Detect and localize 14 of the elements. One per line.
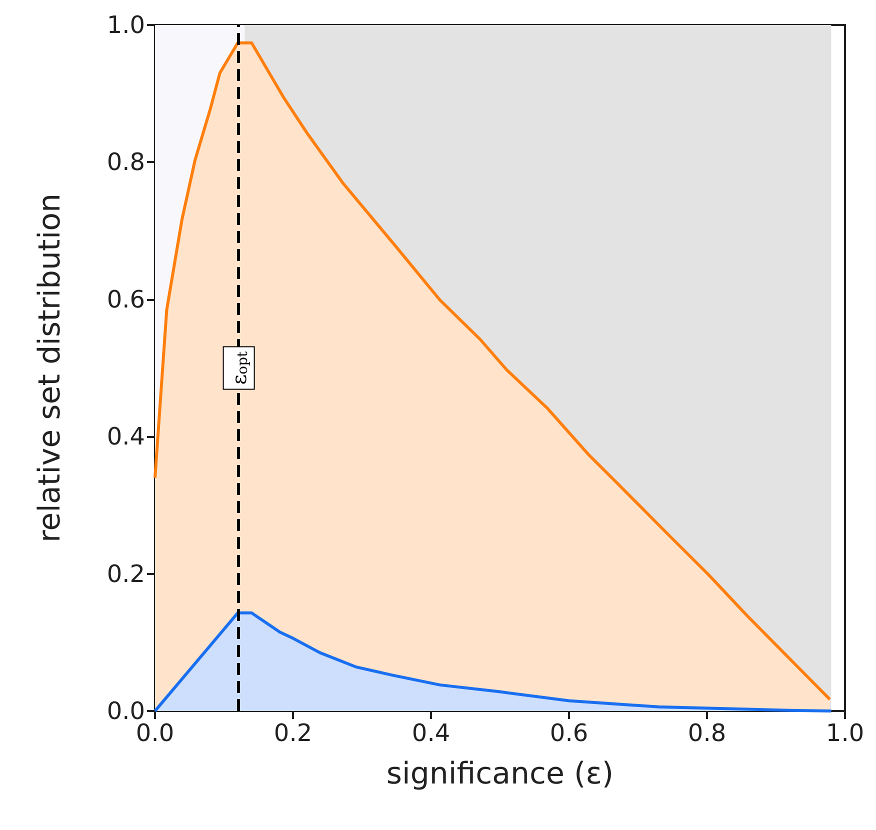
x-tick-label: 0.8	[688, 719, 726, 747]
ref-line-label: εopt	[226, 350, 251, 385]
y-tick-label: 0.4	[106, 422, 145, 451]
x-axis-title: significance (ε)	[386, 756, 614, 792]
x-tick-label: 0.2	[274, 719, 312, 747]
x-tick-label: 1.0	[826, 719, 864, 747]
y-tick-label: 1.0	[106, 11, 145, 39]
y-axis-title: relative set distribution	[32, 193, 68, 543]
y-tick-label: 0.2	[106, 560, 145, 588]
x-tick-label: 0.4	[412, 719, 450, 747]
y-tick-label: 0.6	[106, 285, 145, 314]
y-tick-label: 0.8	[106, 148, 145, 176]
x-tick-label: 0.6	[550, 719, 588, 747]
x-tick-label: 0.0	[136, 719, 174, 747]
